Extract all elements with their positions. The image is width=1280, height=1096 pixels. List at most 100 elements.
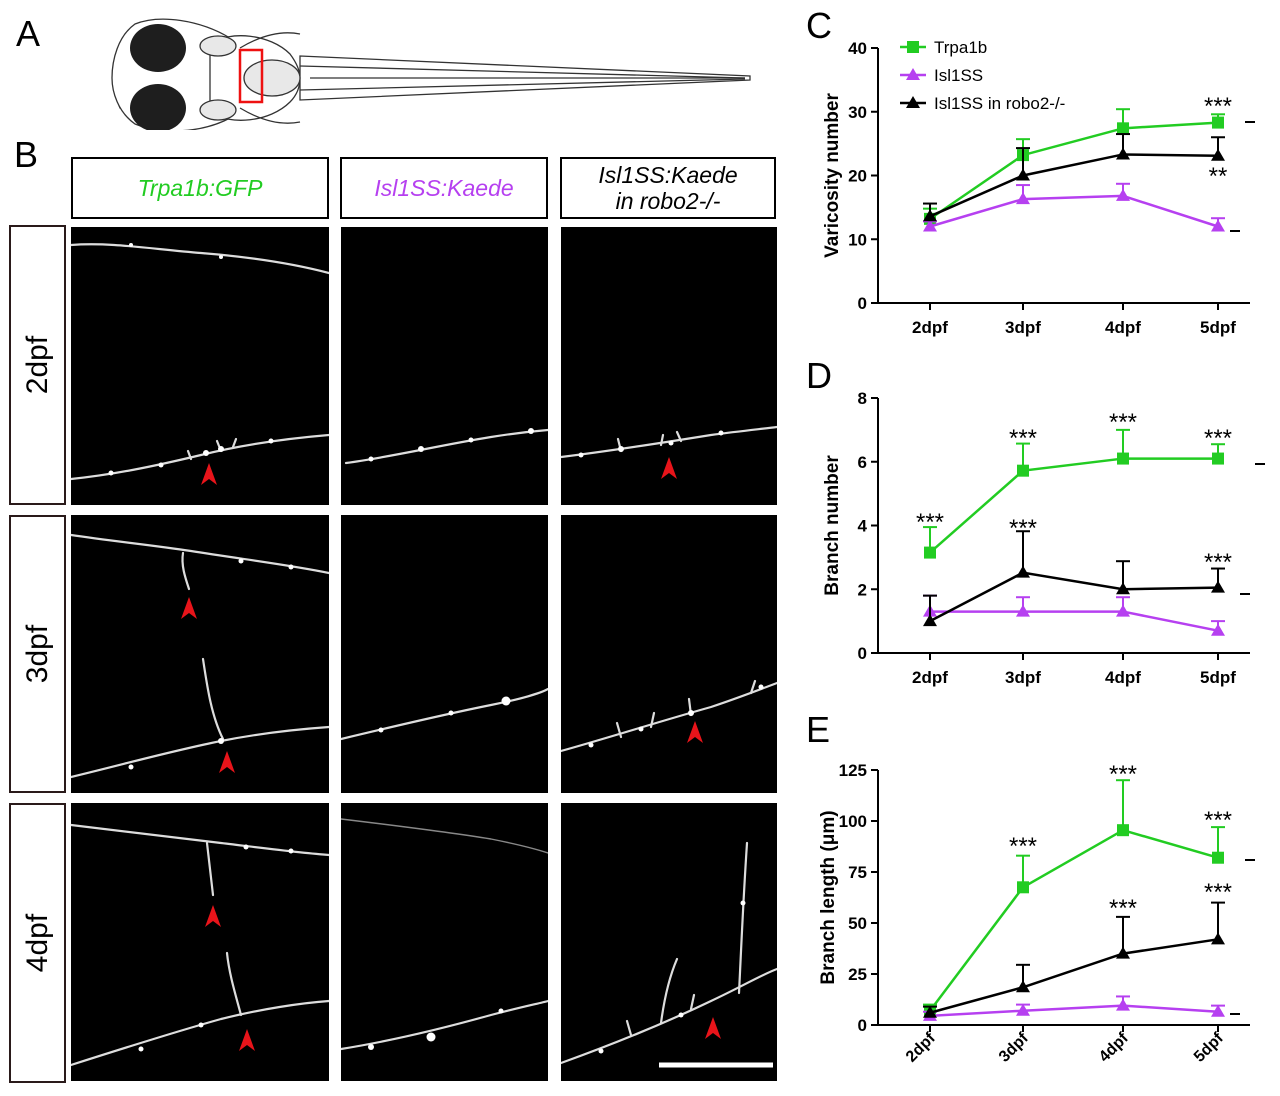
arrowhead-icon <box>687 721 703 743</box>
legend-marker <box>906 68 920 80</box>
data-point <box>1117 452 1129 465</box>
chart-branch-number: 0 2 4 6 8 2dpf 3dpf 4dpf 5dpf Branch number *** ***… <box>822 389 1265 687</box>
data-point <box>1117 824 1129 837</box>
x-tick-label: 2dpf <box>912 318 948 337</box>
series-line <box>929 194 1219 228</box>
x-tick-label: 2dpf <box>903 1029 939 1065</box>
y-tick-label: 10 <box>848 230 867 249</box>
micrograph-isl1ss-3dpf <box>341 515 548 793</box>
y-tick-label: 0 <box>858 1016 867 1035</box>
y-tick-label: 30 <box>848 103 867 122</box>
micrograph-robo2-3dpf <box>561 515 777 793</box>
significance-mark: *** <box>1109 409 1137 436</box>
arrowhead-icon <box>205 905 221 927</box>
y-axis-label: Branch length (μm) <box>818 810 839 984</box>
data-point <box>1116 998 1130 1011</box>
significance-mark: ** <box>1209 163 1228 190</box>
x-tick-label: 5dpf <box>1200 318 1236 337</box>
row-label-3dpf-text: 3dpf <box>20 624 54 684</box>
data-point <box>1016 980 1030 993</box>
x-tick-label: 3dpf <box>996 1029 1032 1065</box>
arrowhead-icon <box>181 597 197 619</box>
data-point <box>1016 192 1030 205</box>
y-tick-label: 125 <box>839 761 867 780</box>
micrograph-trpa1b-2dpf <box>71 227 329 505</box>
micrograph-isl1ss-2dpf <box>341 227 548 505</box>
data-point <box>1117 122 1129 135</box>
significance-mark: *** <box>1009 833 1037 860</box>
panel-label-b: B <box>14 134 39 175</box>
y-tick-label: 40 <box>848 39 867 58</box>
series-line <box>929 121 1219 220</box>
significance-mark: *** <box>1109 895 1137 922</box>
legend-label: Trpa1b <box>934 38 987 57</box>
micrograph-isl1ss-4dpf <box>341 803 548 1081</box>
row-label-4dpf: 4dpf <box>9 803 66 1083</box>
x-tick-label: 4dpf <box>1096 1029 1132 1065</box>
data-point <box>923 209 937 222</box>
data-point <box>1116 147 1130 160</box>
arrowhead-icon <box>201 463 217 485</box>
panel-label-d: D <box>806 355 832 396</box>
significance-mark: *** <box>1009 425 1037 452</box>
y-tick-label: 75 <box>848 863 867 882</box>
y-tick-label: 0 <box>858 294 867 313</box>
row-label-2dpf: 2dpf <box>9 225 66 505</box>
panel-label-e: E <box>806 709 831 750</box>
micrograph-robo2-2dpf <box>561 227 777 505</box>
data-point <box>1016 565 1030 578</box>
series-line <box>929 938 1219 1014</box>
x-tick-label: 5dpf <box>1200 668 1236 687</box>
y-tick-label: 2 <box>858 580 867 599</box>
y-tick-label: 0 <box>858 644 867 663</box>
row-label-3dpf: 3dpf <box>9 515 66 793</box>
row-label-4dpf-text: 4dpf <box>20 913 54 973</box>
panel-label-c: C <box>806 5 832 46</box>
y-tick-label: 25 <box>848 965 867 984</box>
y-tick-label: 6 <box>858 453 867 472</box>
micrograph-trpa1b-3dpf <box>71 515 329 793</box>
series-line <box>929 457 1218 554</box>
series-line <box>929 828 1219 1012</box>
significance-mark: *** <box>916 509 944 536</box>
arrowhead-icon <box>219 751 235 773</box>
arrowhead-icon <box>705 1017 721 1039</box>
column-header-isl1ss-text: Isl1SS:Kaede <box>374 175 514 201</box>
column-header-trpa1b: Trpa1b:GFP <box>71 157 329 219</box>
y-axis-label: Branch number <box>822 455 843 596</box>
data-point <box>1211 580 1225 593</box>
column-header-robo-line1: Isl1SS:Kaede <box>598 162 738 188</box>
series-line <box>930 610 1219 632</box>
micrograph-trpa1b-4dpf <box>71 803 329 1081</box>
data-point <box>1016 168 1030 181</box>
column-header-isl1ss-robo2: Isl1SS:Kaede in robo2-/- <box>560 157 776 219</box>
significance-mark: *** <box>1009 515 1037 542</box>
data-point <box>1016 604 1030 617</box>
data-point <box>1211 623 1225 636</box>
data-point <box>1116 188 1130 201</box>
data-point <box>923 1005 937 1018</box>
data-point <box>923 614 937 627</box>
significance-mark: *** <box>1204 807 1232 834</box>
data-point <box>1212 116 1224 129</box>
data-point <box>923 219 937 232</box>
data-point <box>1016 1003 1030 1016</box>
y-tick-label: 4 <box>858 517 868 536</box>
y-tick-label: 100 <box>839 812 867 831</box>
series-line <box>929 153 1219 218</box>
chart-branch-length: 0 25 50 75 100 125 2dpf 3dpf 4dpf 5dpf Branch leng… <box>818 761 1255 1066</box>
column-header-robo-line2: in robo2-/- <box>615 188 721 214</box>
data-point <box>1116 946 1130 959</box>
arrowhead-icon <box>661 457 677 479</box>
x-tick-label: 3dpf <box>1005 668 1041 687</box>
x-tick-label: 3dpf <box>1005 318 1041 337</box>
column-header-isl1ss: Isl1SS:Kaede <box>340 157 548 219</box>
legend-marker <box>907 41 919 53</box>
x-tick-label: 5dpf <box>1191 1029 1227 1065</box>
larva-schematic <box>111 18 751 130</box>
data-point <box>1211 1004 1225 1017</box>
data-point <box>1116 582 1130 595</box>
column-header-trpa1b-text: Trpa1b:GFP <box>137 175 263 201</box>
data-point <box>1211 219 1225 232</box>
legend-label: Isl1SS <box>934 66 983 85</box>
